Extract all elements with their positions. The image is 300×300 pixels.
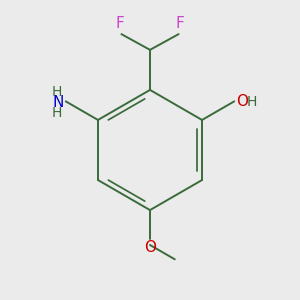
Text: H: H — [52, 85, 62, 99]
Text: H: H — [246, 95, 256, 109]
Text: N: N — [52, 95, 64, 110]
Text: O: O — [144, 240, 156, 255]
Text: F: F — [116, 16, 124, 31]
Text: H: H — [52, 106, 62, 120]
Text: O: O — [236, 94, 248, 109]
Text: F: F — [176, 16, 184, 31]
